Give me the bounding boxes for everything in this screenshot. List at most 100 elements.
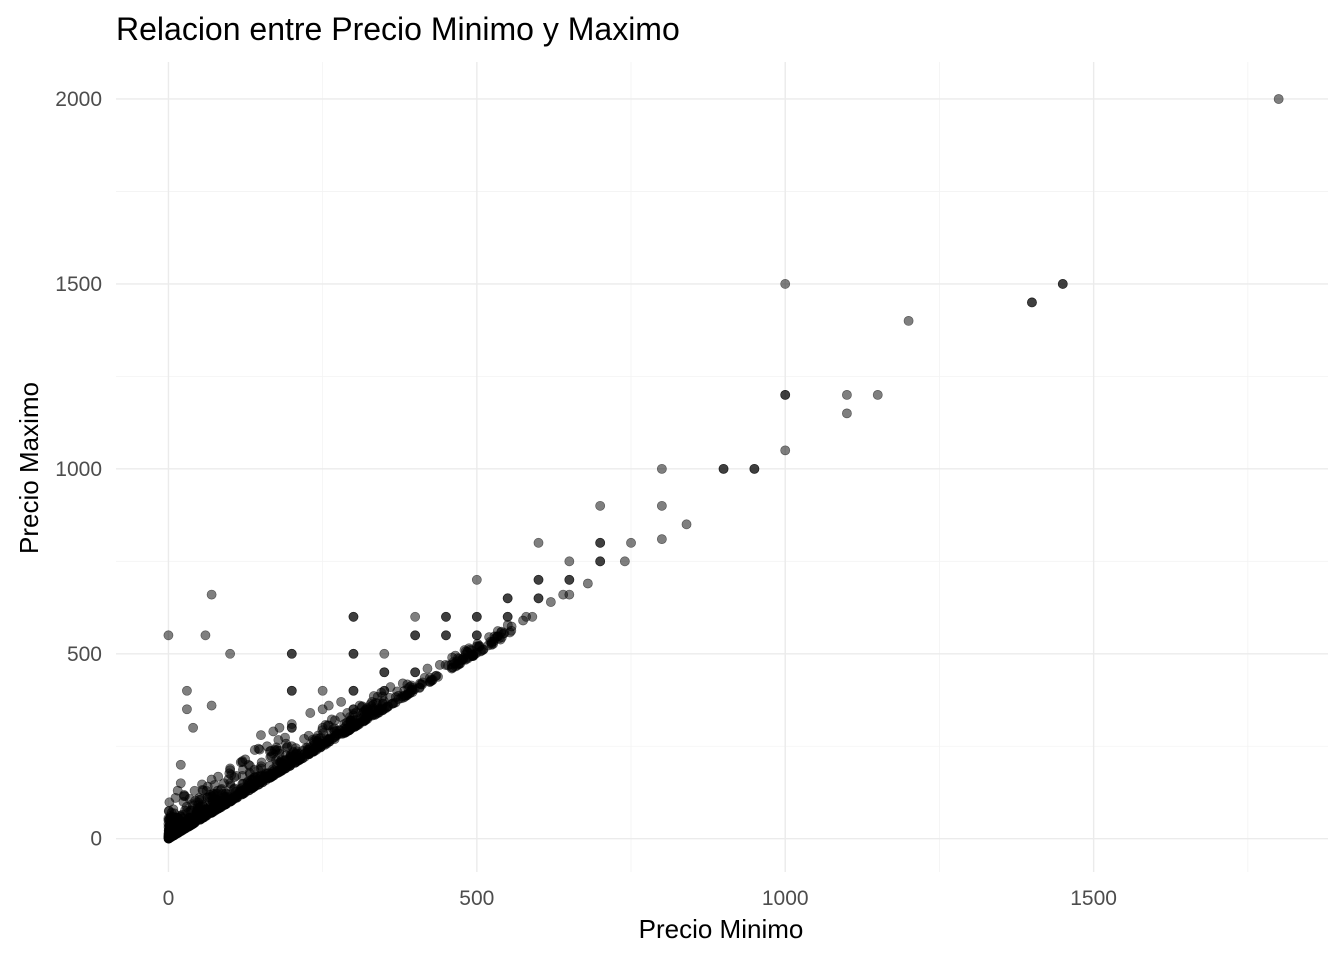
data-point [903, 315, 914, 326]
data-point [323, 700, 334, 711]
data-point [564, 589, 575, 600]
data-point [656, 463, 667, 474]
data-point [317, 722, 328, 733]
data-point [533, 537, 544, 548]
data-point [399, 690, 410, 701]
data-point [164, 797, 175, 808]
data-point [379, 667, 390, 678]
y-tick-label: 2000 [55, 88, 102, 111]
data-point [385, 682, 396, 692]
data-point [1057, 279, 1068, 289]
data-point [268, 726, 279, 737]
data-point [410, 611, 421, 622]
data-point [422, 663, 433, 674]
data-point [780, 279, 791, 289]
data-point [433, 671, 443, 682]
data-point [564, 574, 575, 585]
data-point [286, 685, 297, 696]
data-point [262, 741, 273, 752]
data-point [225, 648, 236, 659]
data-point [352, 718, 363, 729]
data-point [208, 796, 218, 807]
data-point [342, 708, 353, 718]
data-point [274, 748, 285, 759]
data-point [354, 700, 365, 711]
data-point [842, 408, 852, 419]
data-point [317, 685, 328, 696]
data-point [194, 793, 205, 803]
data-point [196, 813, 207, 824]
data-point [289, 756, 299, 767]
data-point [175, 759, 186, 770]
data-point [286, 741, 297, 752]
data-point [780, 389, 791, 400]
x-tick-label: 500 [459, 887, 494, 910]
data-point [189, 785, 200, 796]
data-point [780, 445, 791, 456]
data-point [410, 630, 421, 641]
data-point [163, 813, 174, 824]
data-point [314, 740, 325, 751]
data-point [502, 593, 513, 604]
data-point [410, 667, 421, 678]
data-point [425, 672, 435, 683]
data-point [303, 747, 313, 758]
data-point [582, 578, 593, 589]
data-point [376, 687, 387, 698]
data-point [206, 700, 217, 711]
data-point [379, 648, 390, 659]
data-point [595, 500, 606, 511]
data-point [564, 556, 575, 567]
data-points [163, 94, 1284, 844]
data-point [363, 711, 373, 722]
data-point [545, 597, 556, 607]
data-point [188, 800, 198, 811]
y-axis-ticks: 0 500 1000 1500 2000 [55, 88, 102, 851]
data-point [471, 630, 482, 641]
data-point [533, 593, 544, 604]
x-axis-ticks: 0 500 1000 1500 [163, 887, 1117, 910]
data-point [459, 645, 470, 655]
data-point [240, 786, 251, 797]
data-point [313, 730, 323, 741]
grid [116, 62, 1328, 872]
data-point [718, 463, 729, 474]
data-point [417, 677, 428, 688]
y-tick-label: 0 [90, 828, 102, 851]
data-point [348, 611, 359, 622]
data-point [286, 722, 297, 733]
data-point [502, 611, 513, 622]
data-point [619, 556, 630, 567]
data-point [182, 806, 192, 816]
data-point [595, 556, 606, 567]
data-point [305, 708, 316, 718]
data-point [527, 611, 538, 622]
data-point [496, 626, 507, 637]
data-point [206, 589, 217, 600]
data-point [182, 704, 192, 715]
data-point [484, 632, 495, 643]
data-point [237, 770, 248, 781]
data-point [299, 733, 310, 744]
data-point [1273, 94, 1284, 104]
data-point [212, 785, 223, 796]
data-point [175, 811, 186, 822]
data-point [749, 463, 760, 474]
data-point [286, 648, 297, 659]
data-point [336, 696, 347, 707]
data-point [506, 621, 517, 632]
y-tick-label: 1000 [55, 458, 102, 481]
data-point [163, 630, 174, 641]
data-point [172, 785, 183, 796]
data-point [367, 696, 377, 707]
data-point [626, 537, 636, 548]
data-point [256, 730, 266, 741]
data-point [348, 648, 359, 659]
data-point [348, 685, 359, 696]
data-point [276, 758, 287, 769]
data-point [872, 389, 883, 400]
x-tick-label: 0 [163, 887, 175, 910]
data-point [471, 641, 482, 652]
data-point [397, 678, 408, 689]
